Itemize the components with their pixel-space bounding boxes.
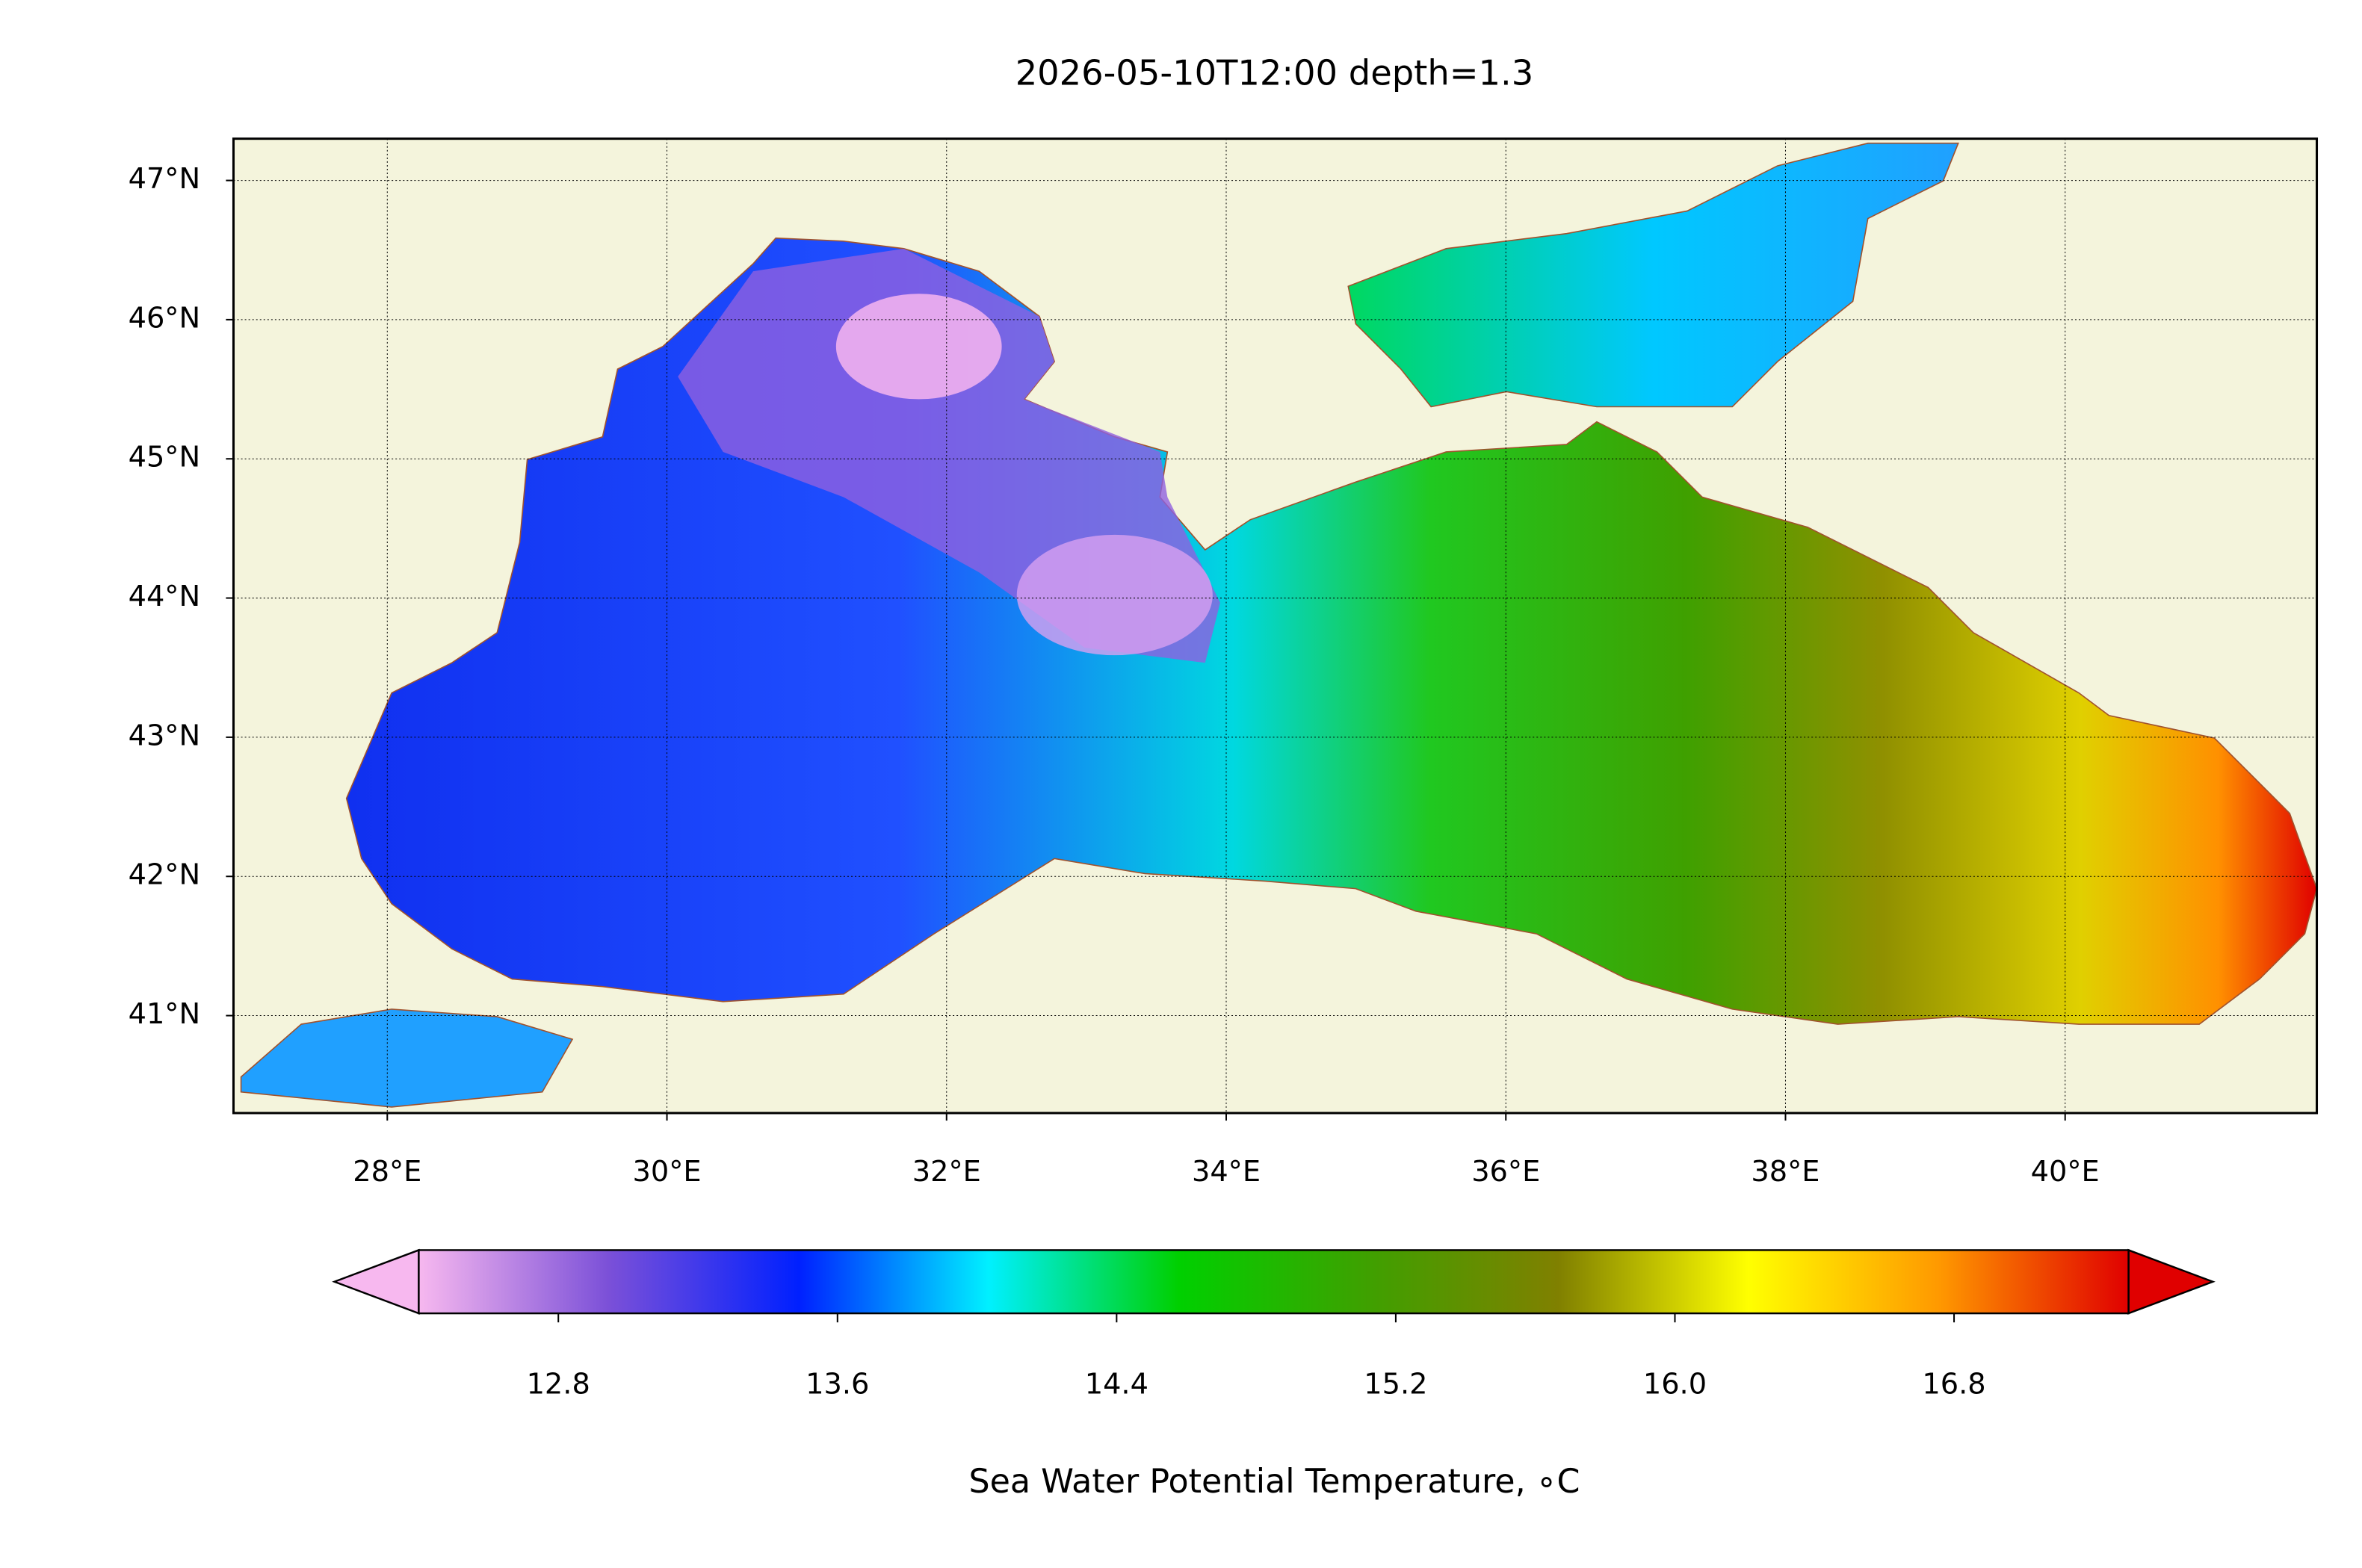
colorbar-tick-label: 16.0	[1643, 1367, 1707, 1401]
axes: 28°E 30°E 32°E 34°E 36°E 38°E 40°E 41°N 42°N 43°N…	[129, 162, 2100, 1189]
colorbar-tick-label: 16.8	[1922, 1367, 1985, 1401]
grid	[233, 138, 2317, 1113]
sea-of-azov	[1347, 142, 1959, 408]
x-tick-label: 28°E	[353, 1155, 421, 1189]
colorbar-tick-label: 14.4	[1085, 1367, 1148, 1401]
colorbar-extend-high	[2127, 1248, 2216, 1315]
colorbar-label: Sea Water Potential Temperature, ∘C	[968, 1463, 1580, 1501]
y-tick-label: 45°N	[129, 441, 201, 474]
colorbar-tick-label: 15.2	[1364, 1367, 1427, 1401]
x-tick-label: 32°E	[912, 1155, 981, 1189]
y-tick-label: 43°N	[129, 719, 201, 752]
x-tick-label: 36°E	[1471, 1155, 1540, 1189]
sea-of-marmara	[240, 1008, 574, 1108]
colorbar-extend-low	[332, 1248, 420, 1315]
chart-title: 2026-05-10T12:00 depth=1.3	[1015, 52, 1534, 93]
colorbar-body	[418, 1249, 2130, 1315]
plot-frame	[232, 137, 2319, 1115]
y-tick-label: 47°N	[129, 162, 201, 196]
x-tick-label: 30°E	[632, 1155, 701, 1189]
cold-eddy	[835, 294, 1002, 400]
x-tick-label: 38°E	[1751, 1155, 1820, 1189]
x-tick-label: 40°E	[2031, 1155, 2100, 1189]
cold-eddy	[1016, 534, 1213, 656]
x-tick-label: 34°E	[1192, 1155, 1261, 1189]
colorbar-tick-label: 12.8	[527, 1367, 590, 1401]
map	[233, 138, 2317, 1113]
y-tick-label: 44°N	[129, 580, 201, 613]
colorbar-tick-label: 13.6	[806, 1367, 869, 1401]
y-tick-label: 41°N	[129, 997, 201, 1031]
y-tick-label: 42°N	[129, 858, 201, 892]
y-tick-label: 46°N	[129, 301, 201, 335]
colorbar: 12.8 13.6 14.4 15.2 16.0 16.8	[332, 1248, 2216, 1401]
